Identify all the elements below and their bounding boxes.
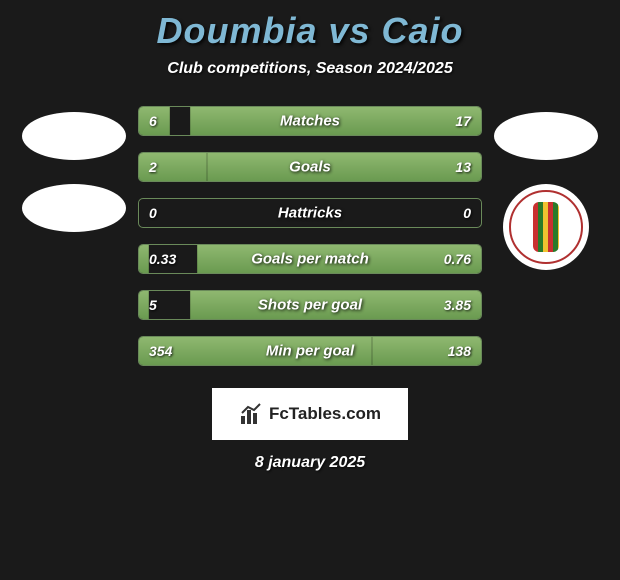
chart-icon bbox=[239, 402, 263, 426]
stat-value-right: 0 bbox=[463, 205, 471, 221]
stat-row: 6 17 Matches bbox=[138, 106, 482, 136]
stat-value-left: 6 bbox=[149, 113, 157, 129]
stat-value-left: 5 bbox=[149, 297, 157, 313]
left-player-avatar bbox=[22, 112, 126, 160]
stat-row: 5 3.85 Shots per goal bbox=[138, 290, 482, 320]
stat-value-right: 0.76 bbox=[444, 251, 471, 267]
bar-fill-right bbox=[480, 199, 481, 227]
stat-value-left: 2 bbox=[149, 159, 157, 175]
left-club-badge-placeholder bbox=[22, 184, 126, 232]
stat-value-right: 138 bbox=[448, 343, 471, 359]
stat-row: 2 13 Goals bbox=[138, 152, 482, 182]
stat-label: Min per goal bbox=[266, 343, 354, 360]
comparison-area: 6 17 Matches 2 13 Goals 0 0 Hattricks 0.33 0.76 Goa… bbox=[0, 106, 620, 366]
bar-fill-left bbox=[139, 245, 149, 273]
bar-fill-left bbox=[139, 199, 140, 227]
stat-value-left: 0 bbox=[149, 205, 157, 221]
stat-bars: 6 17 Matches 2 13 Goals 0 0 Hattricks 0.33 0.76 Goa… bbox=[138, 106, 482, 366]
page-title: Doumbia vs Caio bbox=[0, 10, 620, 52]
right-player-column bbox=[494, 106, 598, 270]
stat-value-right: 13 bbox=[455, 159, 471, 175]
date: 8 january 2025 bbox=[0, 454, 620, 472]
stat-value-right: 17 bbox=[455, 113, 471, 129]
stat-row: 0 0 Hattricks bbox=[138, 198, 482, 228]
stat-value-left: 354 bbox=[149, 343, 172, 359]
stat-row: 0.33 0.76 Goals per match bbox=[138, 244, 482, 274]
bar-fill-right bbox=[207, 153, 481, 181]
logo-text: FcTables.com bbox=[269, 404, 381, 424]
left-player-column bbox=[22, 106, 126, 232]
right-player-avatar bbox=[494, 112, 598, 160]
stat-label: Goals per match bbox=[251, 251, 369, 268]
stat-row: 354 138 Min per goal bbox=[138, 336, 482, 366]
stat-label: Hattricks bbox=[278, 205, 342, 222]
subtitle: Club competitions, Season 2024/2025 bbox=[0, 60, 620, 78]
stat-value-right: 3.85 bbox=[444, 297, 471, 313]
stat-label: Goals bbox=[289, 159, 331, 176]
fctables-logo[interactable]: FcTables.com bbox=[212, 388, 408, 440]
stat-label: Shots per goal bbox=[258, 297, 362, 314]
bar-fill-left bbox=[139, 291, 149, 319]
stat-value-left: 0.33 bbox=[149, 251, 176, 267]
right-club-badge bbox=[503, 184, 589, 270]
stat-label: Matches bbox=[280, 113, 340, 130]
